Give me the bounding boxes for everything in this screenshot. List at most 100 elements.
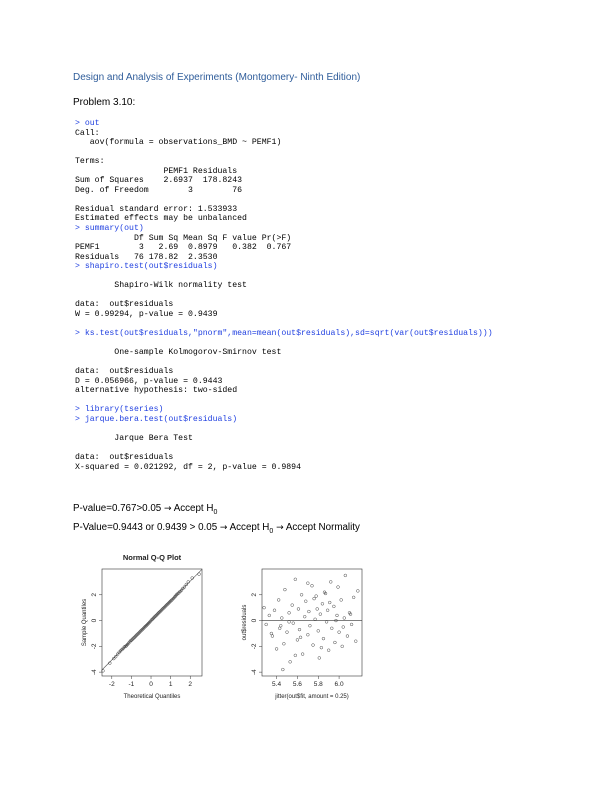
data-point (156, 611, 161, 615)
conclusion-1-result: Accept H (171, 503, 214, 514)
data-point (314, 594, 318, 598)
data-point (341, 625, 345, 629)
data-point (342, 616, 346, 620)
data-point (287, 611, 291, 615)
data-point (323, 591, 328, 596)
console-output-line: PEMF1 3 2.69 0.8979 0.382 0.767 (75, 243, 292, 253)
y-tick-label: 0 (91, 618, 98, 622)
data-point (158, 609, 163, 613)
data-point (197, 572, 201, 576)
data-point (283, 588, 287, 592)
blank-line (75, 358, 493, 368)
data-point (290, 603, 294, 607)
data-point (274, 647, 279, 651)
data-point (142, 625, 147, 629)
x-tick-label: 2 (188, 681, 192, 688)
console-command: > summary(out) (75, 224, 144, 234)
data-point (141, 626, 146, 630)
console-output-line: Jarque Bera Test (75, 434, 193, 444)
x-tick-label: 1 (169, 681, 173, 688)
blank-line (75, 319, 493, 329)
console-output-line: Estimated effects may be unbalanced (75, 214, 247, 224)
data-point (308, 624, 312, 628)
console-command: > jarque.bera.test(out$residuals) (75, 414, 238, 424)
data-point (279, 624, 283, 628)
data-point (168, 599, 172, 604)
data-point (321, 636, 326, 641)
data-point (155, 612, 160, 616)
data-point (295, 638, 300, 642)
data-point (130, 638, 134, 642)
blank-line (75, 148, 493, 158)
data-point (306, 581, 310, 585)
console-output-line: PEMF1 Residuals (75, 166, 238, 176)
chart-title: Normal Q-Q Plot (123, 553, 182, 562)
x-tick-label: -1 (129, 681, 135, 688)
conclusion-line-2: P-Value=0.9443 or 0.9439 > 0.05 → Accept… (73, 522, 360, 535)
data-point (277, 598, 281, 602)
data-point (133, 635, 137, 639)
data-point (172, 595, 177, 599)
y-axis-label: Sample Quantiles (82, 599, 88, 646)
data-point (165, 602, 169, 607)
data-point (317, 656, 321, 660)
data-point (131, 637, 135, 641)
conclusion-2-result: Accept H (227, 522, 270, 533)
data-point (335, 613, 339, 618)
data-point (327, 648, 331, 652)
data-point (280, 616, 284, 620)
data-point (138, 630, 142, 634)
console-output-line: Call: (75, 128, 100, 138)
console-output-line: data: out$residuals (75, 300, 174, 310)
data-point (307, 609, 311, 614)
console-output-line: Residual standard error: 1.533933 (75, 204, 238, 214)
y-tick-label: 2 (91, 593, 98, 597)
console-output-line: Df Sum Sq Mean Sq F value Pr(>F) (75, 233, 292, 243)
data-point (149, 618, 154, 622)
data-point (288, 660, 292, 664)
data-point (310, 584, 314, 588)
data-point (343, 573, 347, 578)
x-tick-label: -2 (109, 681, 115, 688)
conclusion-2-text: P-Value=0.9443 or 0.9439 > 0.05 (73, 522, 220, 533)
r-console-output: > out Call: aov(formula = observations_BM… (75, 119, 493, 472)
data-point (348, 612, 353, 616)
data-point (129, 638, 133, 643)
data-point (161, 606, 165, 610)
y-axis-label: out$residuals (242, 605, 248, 641)
data-point (112, 656, 116, 661)
data-point (336, 585, 340, 589)
console-command: > library(tseries) (75, 405, 164, 415)
data-point (167, 600, 171, 605)
console-output-line: alternative hypothesis: two-sided (75, 386, 238, 396)
x-tick-label: 6.0 (335, 681, 344, 688)
data-point (162, 605, 166, 610)
data-point (108, 661, 112, 665)
data-point (329, 580, 333, 584)
right-arrow-icon: → (163, 504, 172, 514)
console-output-line: data: out$residuals (75, 453, 174, 463)
document-title: Design and Analysis of Experiments (Mont… (73, 72, 361, 83)
data-point (146, 621, 151, 626)
data-point (139, 629, 143, 633)
data-point (291, 621, 295, 625)
residual-diagnostic-plots: Normal Q-Q Plot -2 -1 0 1 2 -4 -2 0 2 Theoretical … (82, 553, 363, 700)
console-output-line: data: out$residuals (75, 367, 174, 377)
blank-line (75, 291, 493, 301)
right-arrow-icon: → (273, 523, 284, 533)
console-output-line: aov(formula = observations_BMD ~ PEMF1) (75, 138, 282, 148)
data-point (159, 608, 164, 612)
data-point (319, 646, 324, 650)
data-point (285, 630, 289, 634)
data-point (301, 652, 305, 656)
data-point (299, 593, 304, 597)
data-point (135, 633, 139, 637)
data-point (143, 624, 148, 628)
blank-line (75, 195, 493, 205)
subscript-zero: 0 (213, 508, 218, 516)
data-point (296, 607, 301, 611)
x-tick-label: 0 (149, 681, 153, 688)
data-point (160, 607, 165, 611)
data-point (164, 603, 168, 607)
data-point (269, 631, 274, 636)
